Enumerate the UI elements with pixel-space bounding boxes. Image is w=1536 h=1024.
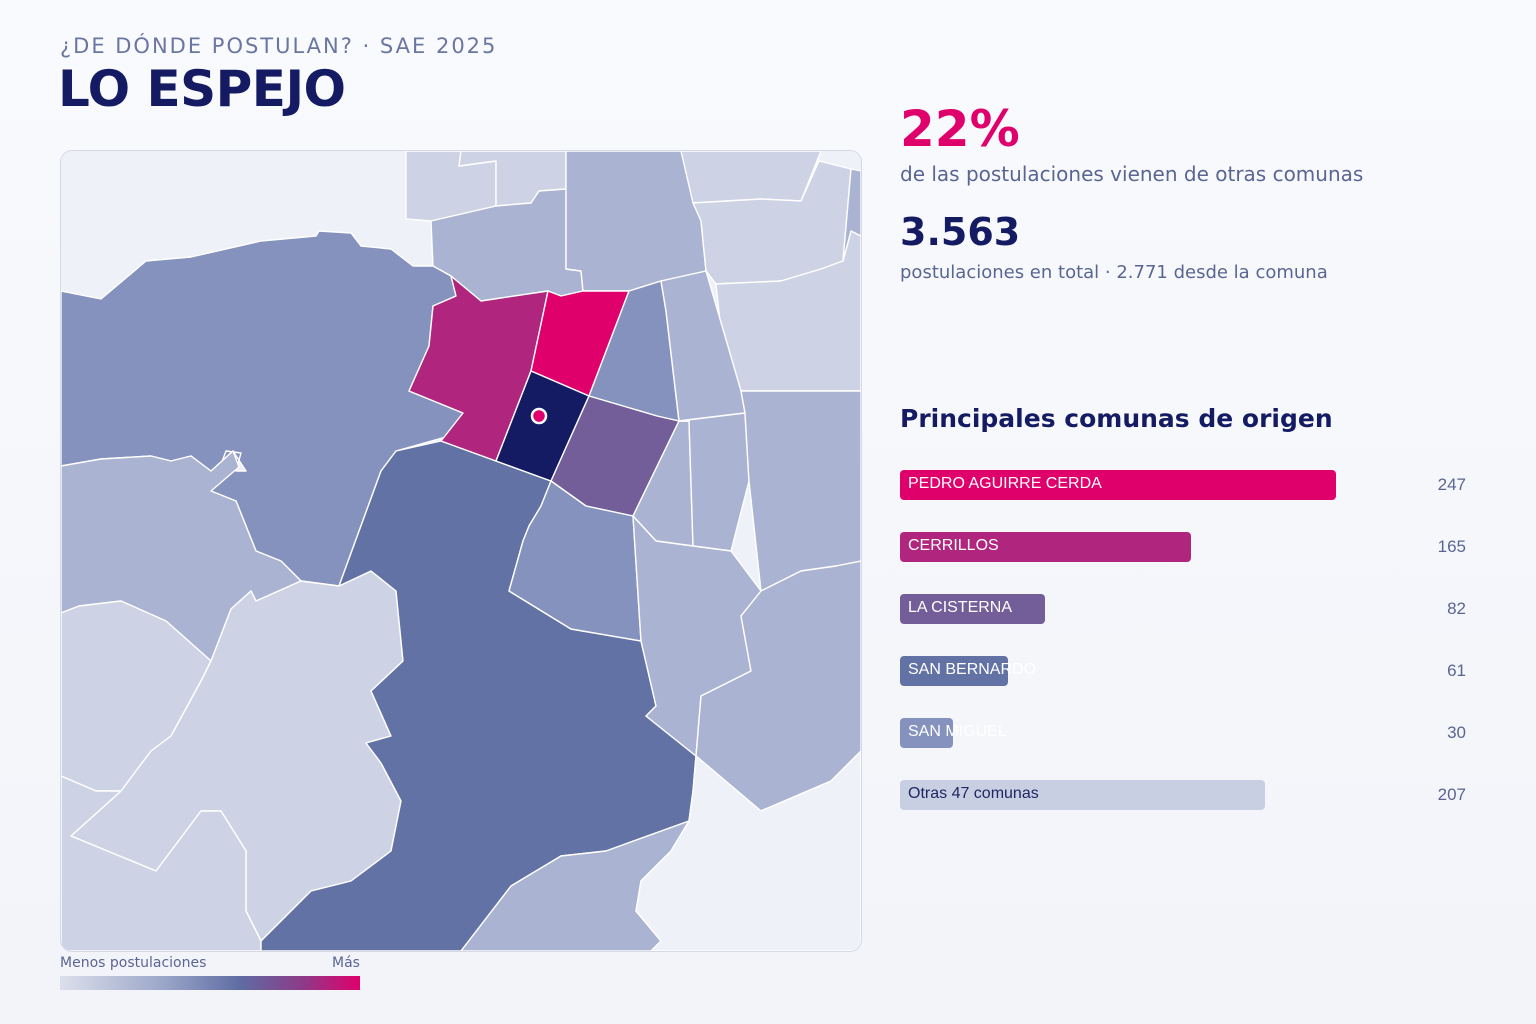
ranking-row[interactable]: LA CISTERNA 82 [900,594,1466,624]
comuna-el-bosque[interactable] [508,480,642,642]
ranking-value: 30 [1447,723,1466,742]
map-svg [61,151,861,951]
ranking-label: LA CISTERNA [908,599,1013,616]
ranking-row[interactable]: CERRILLOS 165 [900,532,1466,562]
selected-comuna-marker [530,407,548,425]
ranking-title: Principales comunas de origen [900,404,1333,433]
ranking-row[interactable]: SAN BERNARDO 61 [900,656,1466,686]
ranking-value: 207 [1437,785,1466,804]
external-percentage-caption: de las postulaciones vienen de otras com… [900,162,1364,186]
ranking-bar [900,532,1191,562]
total-applications-caption: postulaciones en total · 2.771 desde la … [900,262,1328,283]
choropleth-map[interactable] [60,150,862,952]
comuna-north-right-blue[interactable] [565,151,707,292]
ranking-label: Otras 47 comunas [908,785,1039,802]
ranking-label: CERRILLOS [908,537,999,554]
comuna-east-bottom-right[interactable] [635,750,861,951]
page-title: LO ESPEJO [58,60,346,118]
legend-low-label: Menos postulaciones [60,955,207,971]
legend-gradient-bar [60,976,360,990]
ranking-label: SAN BERNARDO [908,661,1037,678]
ranking-bar [900,718,953,748]
comuna-east-mid[interactable] [740,390,861,592]
ranking-label: PEDRO AGUIRRE CERDA [908,475,1102,492]
ranking-bar [900,780,1265,810]
ranking-value: 165 [1437,537,1466,556]
ranking-bar [900,594,1045,624]
legend-high-label: Más [332,955,360,971]
ranking-bar [900,656,1008,686]
page-kicker: ¿DE DÓNDE POSTULAN? · SAE 2025 [60,34,498,58]
ranking-bar [900,470,1336,500]
ranking-row[interactable]: SAN MIGUEL 30 [900,718,1466,748]
comuna-ne-1[interactable] [680,151,822,204]
total-applications: 3.563 [900,210,1021,254]
ranking-row[interactable]: PEDRO AGUIRRE CERDA 247 [900,470,1466,500]
comuna-ne-4[interactable] [842,168,861,262]
comuna-sw-bottom[interactable] [61,775,262,951]
ranking-row[interactable]: Otras 47 comunas 207 [900,780,1466,810]
ranking-value: 82 [1447,599,1466,618]
external-percentage: 22% [900,100,1020,158]
ranking-value: 247 [1437,475,1466,494]
ranking-value: 61 [1447,661,1466,680]
ranking-label: SAN MIGUEL [908,723,1007,740]
